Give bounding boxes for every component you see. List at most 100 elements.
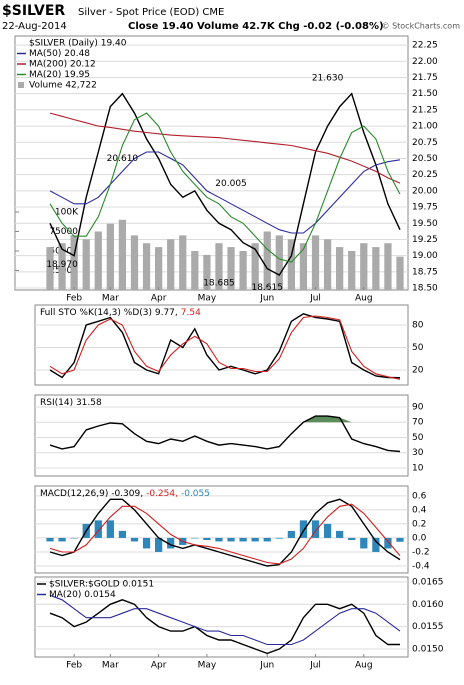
annotation: 21.630: [312, 74, 344, 84]
y-tick-label: 20: [412, 366, 424, 376]
histogram-bar: [203, 537, 211, 541]
panel-frame: [34, 304, 409, 386]
y-tick-label: 30: [412, 448, 424, 458]
histogram-bar: [396, 537, 404, 542]
legend-label: $SILVER:$GOLD 0.0151: [49, 580, 154, 590]
y2-tick-label: 100K: [55, 207, 79, 217]
y-tick-label: -0.2: [412, 547, 430, 557]
volume-bar: [396, 256, 404, 290]
symbol: $SILVER: [2, 3, 65, 19]
series-line: [49, 151, 401, 234]
histogram-bar: [191, 537, 199, 539]
volume-bar: [203, 254, 211, 290]
volume-bar: [323, 239, 332, 290]
histogram-bar: [287, 530, 295, 538]
x-tick-label: Apr: [151, 661, 167, 671]
annotation: 20.610: [107, 154, 139, 164]
annotation: 18.685: [203, 279, 235, 289]
histogram-bar: [323, 523, 332, 538]
y-tick-label: 0.0150: [412, 644, 444, 654]
y-tick-label: 19.50: [412, 219, 438, 229]
legend: Full STO %K(14,3) %D(3) 9.77, 7.54: [40, 308, 201, 318]
legend-label: -0.254,: [146, 489, 178, 499]
annotation: 18.970: [46, 260, 78, 270]
series-line: [49, 599, 400, 655]
histogram-bar: [106, 520, 114, 538]
histogram-bar: [142, 537, 151, 549]
y-tick-label: 0.6: [412, 491, 427, 501]
y-tick-label: 80: [412, 321, 424, 331]
histogram-bar: [372, 537, 380, 552]
series-line: [49, 313, 401, 379]
histogram-bar: [155, 537, 163, 552]
legend-label: 7.54: [181, 308, 201, 318]
y-tick-label: 0.0160: [412, 600, 444, 610]
x-tick-label: Mar: [102, 294, 119, 304]
volume-bar: [179, 235, 187, 290]
y-tick-label: 20.25: [412, 170, 438, 180]
panel-frame: [34, 485, 409, 574]
x-tick-label: Feb: [66, 294, 82, 304]
histogram-bar: [215, 537, 223, 542]
y-tick-label: 22.00: [412, 57, 438, 67]
volume-bar: [372, 247, 380, 290]
y-tick-label: 70: [412, 418, 424, 428]
volume-bar: [384, 243, 392, 290]
series-line: [49, 92, 401, 277]
y-tick-label: 21.00: [412, 122, 438, 132]
y-tick-label: 18.50: [412, 284, 438, 294]
panel-frame: [34, 394, 409, 477]
x-tick-label: Aug: [355, 294, 373, 304]
y-tick-label: 19.75: [412, 203, 438, 213]
volume-bar: [336, 247, 344, 290]
histogram-bar: [167, 537, 175, 549]
y-tick-label: 90: [412, 402, 424, 412]
y-tick-label: 50: [412, 433, 424, 443]
volume-bar: [215, 243, 223, 290]
x-tick-label: Jul: [309, 294, 321, 304]
y-tick-label: 21.75: [412, 73, 438, 83]
x-tick-label: May: [198, 294, 217, 304]
series-line: [49, 112, 401, 263]
volume-bar: [299, 243, 308, 290]
y-tick-label: 19.00: [412, 251, 438, 261]
volume-bar: [263, 231, 271, 290]
volume-bar: [142, 243, 151, 290]
x-tick-label: Aug: [355, 661, 373, 671]
volume-bar: [227, 247, 235, 290]
legend-label: MA(20) 19.95: [29, 70, 90, 80]
histogram-bar: [384, 537, 392, 549]
y-tick-label: 21.50: [412, 89, 438, 99]
histogram-bar: [360, 537, 368, 549]
legend-swatch: [18, 82, 24, 88]
volume-bar: [82, 239, 90, 290]
histogram-bar: [299, 520, 308, 538]
legend-label: Full STO %K(14,3) %D(3) 9.77,: [40, 308, 178, 318]
volume-bar: [155, 247, 163, 290]
histogram-bar: [58, 537, 66, 542]
volume-bar: [287, 239, 295, 290]
legend-label: MA(50) 20.48: [29, 49, 90, 59]
histogram-bar: [227, 537, 235, 542]
histogram-bar: [94, 520, 102, 538]
histogram-bar: [311, 520, 320, 538]
histogram-bar: [118, 530, 127, 538]
y-tick-label: 50: [412, 343, 424, 353]
histogram-bar: [130, 537, 139, 542]
y-tick-label: 20.50: [412, 154, 438, 164]
quote: Close 19.40 Volume 42.7K Chg -0.02 (-0.0…: [128, 21, 384, 32]
y-tick-label: 0.2: [412, 519, 426, 529]
histogram-bar: [251, 537, 259, 542]
x-tick-label: Jun: [259, 294, 274, 304]
legend-label: MACD(12,26,9) -0.309,: [40, 489, 143, 499]
y-tick-label: 0.4: [412, 505, 427, 515]
x-tick-label: Apr: [151, 294, 167, 304]
volume-bar: [70, 235, 78, 290]
y-tick-label: 18.75: [412, 267, 438, 277]
volume-bar: [251, 243, 259, 290]
volume-bar: [94, 231, 102, 290]
histogram-bar: [336, 530, 344, 538]
source: © StockCharts.com: [382, 22, 461, 31]
y-tick-label: -0.4: [412, 561, 430, 571]
